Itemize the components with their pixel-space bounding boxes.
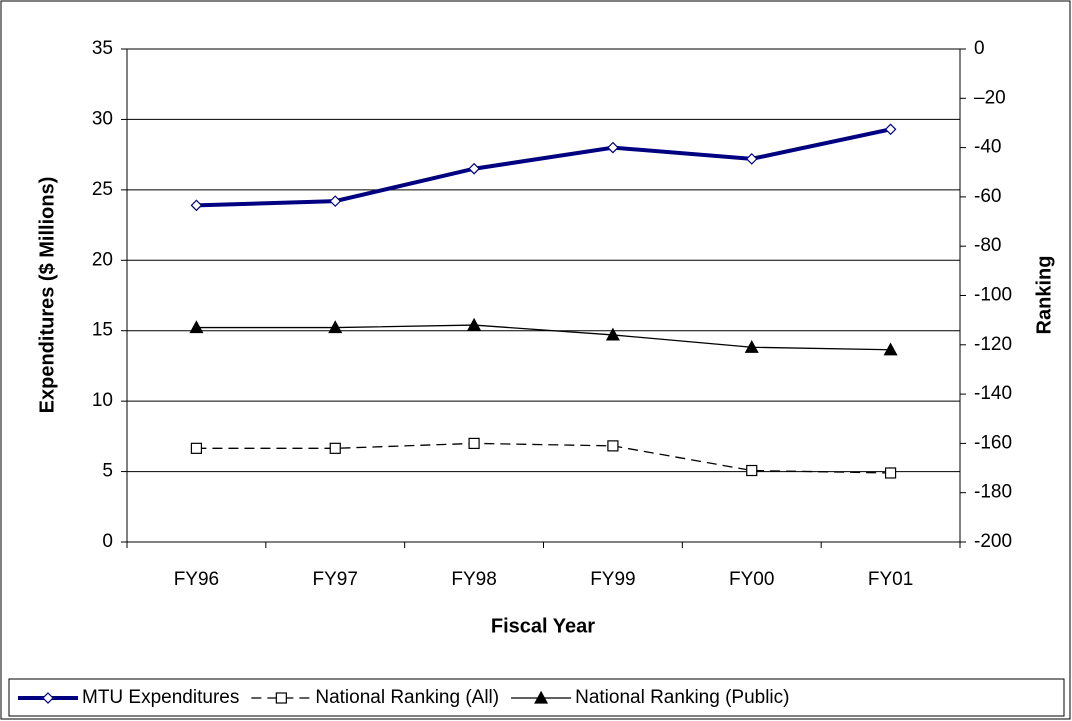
- y2-axis-label: Ranking: [1033, 256, 1055, 335]
- y2-tick-label: -200: [974, 531, 1012, 552]
- legend-marker: [275, 692, 287, 704]
- y2-tick-label: -160: [974, 432, 1012, 453]
- legend-label: MTU Expenditures: [82, 687, 239, 708]
- y2-tick-label: -40: [974, 137, 1001, 158]
- marker: [467, 317, 482, 331]
- marker: [746, 464, 758, 477]
- y-tick-label: 0: [102, 531, 113, 552]
- marker: [744, 340, 759, 353]
- marker: [189, 320, 204, 334]
- legend-marker: [534, 690, 549, 704]
- marker: [190, 442, 203, 454]
- y2-tick-label: 0: [974, 38, 985, 59]
- marker: [468, 437, 480, 449]
- x-axis-label: Fiscal Year: [491, 615, 595, 637]
- legend-label: National Ranking (All): [315, 687, 499, 708]
- marker: [190, 199, 203, 212]
- y2-tick-label: -180: [974, 482, 1012, 503]
- marker: [329, 442, 341, 454]
- y-tick-label: 20: [92, 249, 113, 270]
- marker: [328, 320, 343, 334]
- y2-tick-label: -80: [974, 235, 1001, 256]
- y-tick-label: 25: [92, 179, 113, 200]
- marker: [605, 327, 620, 341]
- y-tick-label: 35: [92, 38, 113, 59]
- x-tick-label: FY97: [313, 569, 358, 590]
- series-line: [196, 127, 891, 208]
- marker: [607, 141, 619, 154]
- x-tick-label: FY99: [590, 569, 635, 590]
- x-tick-label: FY01: [868, 569, 913, 590]
- y2-tick-label: -140: [974, 383, 1012, 404]
- marker: [883, 342, 898, 356]
- y2-tick-label: –20: [974, 87, 1006, 108]
- y-axis-label: Expenditures ($ Millions): [36, 177, 58, 414]
- series-line: [196, 324, 891, 351]
- x-tick-label: FY00: [729, 569, 774, 590]
- marker: [884, 467, 897, 479]
- y2-tick-label: -100: [974, 285, 1012, 306]
- series-line: [196, 442, 891, 474]
- x-tick-label: FY96: [174, 569, 219, 590]
- y-tick-label: 30: [92, 108, 113, 129]
- x-tick-label: FY98: [451, 569, 496, 590]
- y2-tick-label: -120: [974, 334, 1012, 355]
- marker: [329, 195, 342, 207]
- legend-label: National Ranking (Public): [575, 687, 789, 708]
- marker: [745, 153, 758, 165]
- marker: [468, 162, 480, 175]
- y-tick-label: 10: [92, 390, 113, 411]
- marker: [884, 123, 897, 136]
- legend-marker: [42, 692, 54, 704]
- y2-tick-label: -60: [974, 186, 1001, 207]
- y-tick-label: 15: [92, 320, 113, 341]
- marker: [607, 440, 619, 452]
- y-tick-label: 5: [102, 461, 113, 482]
